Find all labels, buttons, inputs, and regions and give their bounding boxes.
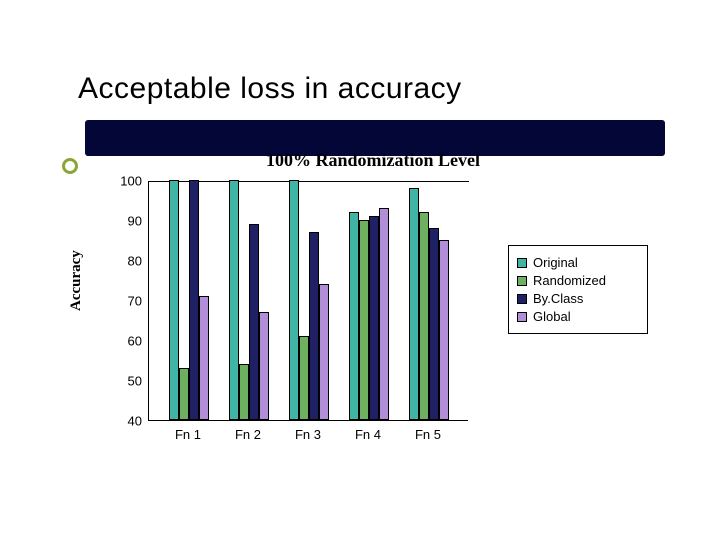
y-tick-label: 100 (106, 174, 142, 189)
bar (199, 296, 209, 420)
plot-area (148, 181, 468, 421)
legend-swatch (517, 294, 527, 304)
legend-item: Randomized (517, 273, 639, 288)
x-tick-label: Fn 4 (343, 427, 393, 442)
y-tick-label: 40 (106, 414, 142, 429)
bar (349, 212, 359, 420)
x-tick-label: Fn 5 (403, 427, 453, 442)
bar (379, 208, 389, 420)
legend-label: By.Class (533, 291, 583, 306)
legend-label: Global (533, 309, 571, 324)
bar (419, 212, 429, 420)
bar (239, 364, 249, 420)
bar (319, 284, 329, 420)
slide-title: Acceptable loss in accuracy (78, 72, 462, 106)
x-labels: Fn 1 Fn 2 Fn 3 Fn 4 Fn 5 (148, 427, 468, 447)
y-tick-label: 80 (106, 254, 142, 269)
legend-label: Original (533, 255, 578, 270)
y-ticks: 405060708090100 (106, 181, 146, 421)
bar (169, 180, 179, 420)
x-tick-label: Fn 2 (223, 427, 273, 442)
y-tick-label: 60 (106, 334, 142, 349)
bar (299, 336, 309, 420)
x-tick-label: Fn 1 (163, 427, 213, 442)
bar (429, 228, 439, 420)
legend-item: By.Class (517, 291, 639, 306)
bullet-icon (62, 158, 78, 174)
chart-title: 100% Randomization Level (88, 150, 658, 171)
chart-container: 100% Randomization Level Accuracy 405060… (88, 150, 658, 470)
y-tick-label: 90 (106, 214, 142, 229)
bar (259, 312, 269, 420)
legend-swatch (517, 258, 527, 268)
x-tick-label: Fn 3 (283, 427, 333, 442)
y-tick-label: 50 (106, 374, 142, 389)
bar (409, 188, 419, 420)
legend: Original Randomized By.Class Global (508, 245, 648, 334)
bar (439, 240, 449, 420)
bar (229, 180, 239, 420)
bar (249, 224, 259, 420)
bar (179, 368, 189, 420)
bar (359, 220, 369, 420)
bar (289, 180, 299, 420)
legend-item: Global (517, 309, 639, 324)
y-axis-label: Accuracy (68, 250, 85, 311)
bar (309, 232, 319, 420)
legend-swatch (517, 276, 527, 286)
bar (189, 180, 199, 420)
legend-item: Original (517, 255, 639, 270)
bar (369, 216, 379, 420)
legend-label: Randomized (533, 273, 606, 288)
y-tick-label: 70 (106, 294, 142, 309)
chart-body: Accuracy 405060708090100 Fn 1Fn 2Fn 3Fn … (88, 181, 658, 461)
legend-swatch (517, 312, 527, 322)
